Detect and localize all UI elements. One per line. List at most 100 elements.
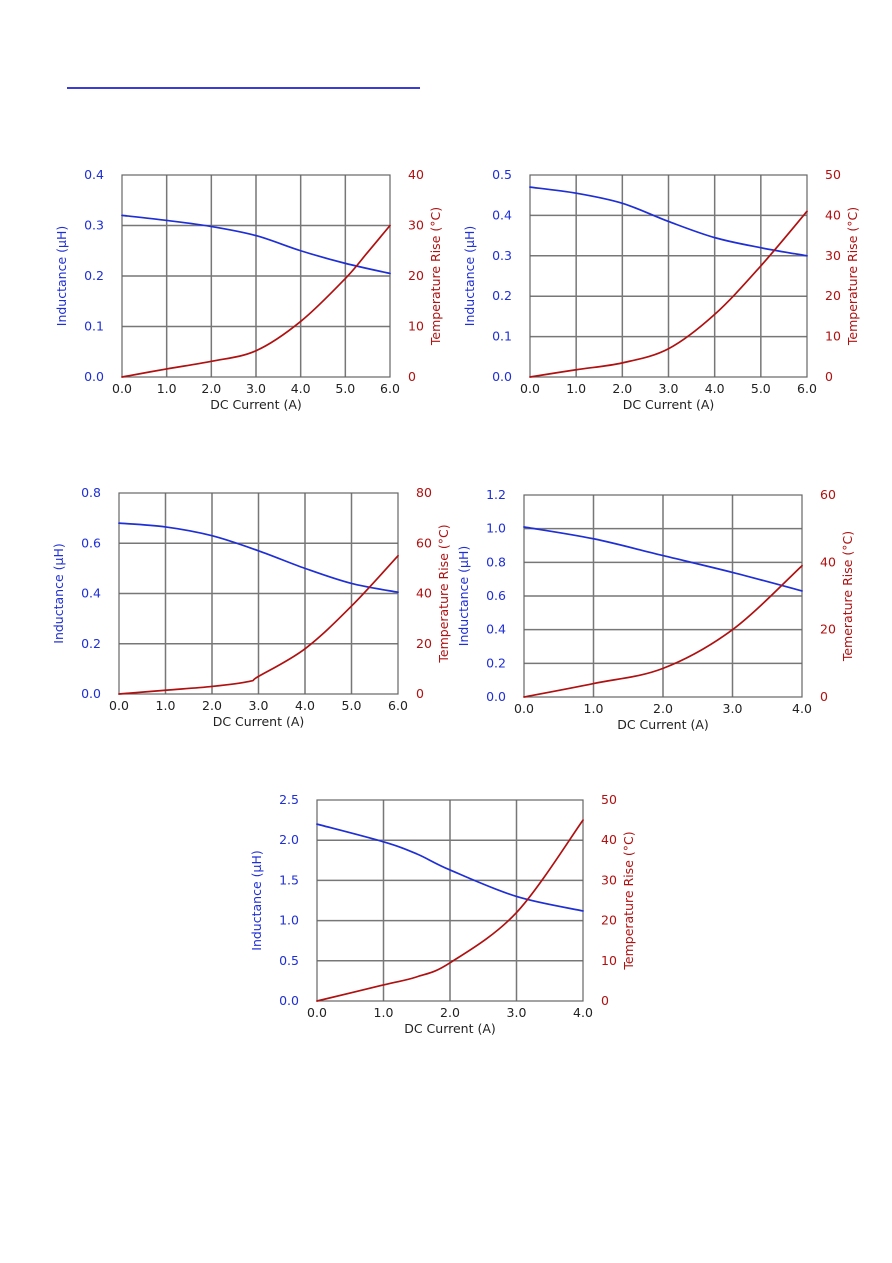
y-tick-label: 0.4	[81, 586, 101, 601]
x-tick-label: 6.0	[380, 381, 400, 396]
x-tick-label: 6.0	[797, 381, 817, 396]
temperature-line	[316, 819, 584, 1002]
y-tick-label: 2.5	[279, 792, 299, 807]
x-tick-label: 0.0	[520, 381, 540, 396]
y-tick-label: 0.2	[486, 655, 506, 670]
y-axis-label: Inductance (μH)	[54, 226, 69, 326]
y2-tick-label: 20	[408, 268, 424, 283]
x-tick-label: 1.0	[157, 381, 177, 396]
chart-1: 0.0 1.0 2.0 3.0 4.0 5.0 6.0 0.0 0.1 0.2 0.3 0.4 0 10 2…	[54, 167, 443, 412]
x-tick-label: 0.0	[514, 701, 534, 716]
chart-4: 0.0 1.0 2.0 3.0 4.0 0.0 0.2 0.4 0.6 0.8 1.0 1.2 0 20 4…	[456, 487, 855, 732]
x-tick-label: 3.0	[246, 381, 266, 396]
x-tick-label: 1.0	[566, 381, 586, 396]
y2-tick-label: 40	[416, 586, 432, 601]
temperature-line	[121, 224, 391, 378]
y2-tick-label: 0	[825, 369, 833, 384]
x-axis-label: DC Current (A)	[617, 717, 709, 732]
x-tick-label: 0.0	[109, 698, 129, 713]
y-tick-label: 1.2	[486, 487, 506, 502]
y2-axis-label: Temperature Rise (°C)	[621, 831, 636, 970]
x-axis-label: DC Current (A)	[210, 397, 302, 412]
y-tick-label: 0.2	[81, 636, 101, 651]
x-tick-label: 3.0	[723, 701, 743, 716]
y-tick-label: 0.4	[84, 167, 104, 182]
x-tick-label: 1.0	[156, 698, 176, 713]
temperature-line	[529, 210, 808, 378]
y2-axis-label: Temerature Rise (°C)	[840, 531, 855, 662]
y2-tick-label: 0	[601, 993, 609, 1008]
y2-tick-label: 0	[820, 689, 828, 704]
y-tick-label: 0.4	[492, 207, 512, 222]
x-tick-label: 5.0	[335, 381, 355, 396]
plot-frame	[118, 492, 399, 695]
y2-tick-label: 40	[408, 167, 424, 182]
y2-tick-label: 50	[601, 792, 617, 807]
y-tick-label: 0.0	[84, 369, 104, 384]
y2-tick-label: 60	[416, 535, 432, 550]
x-tick-label: 2.0	[612, 381, 632, 396]
x-tick-label: 4.0	[291, 381, 311, 396]
x-tick-label: 4.0	[705, 381, 725, 396]
x-tick-label: 3.0	[659, 381, 679, 396]
y2-tick-label: 0	[416, 686, 424, 701]
x-tick-label: 2.0	[440, 1005, 460, 1020]
x-tick-label: 3.0	[507, 1005, 527, 1020]
y2-tick-label: 30	[601, 872, 617, 887]
y2-tick-label: 50	[825, 167, 841, 182]
y-tick-label: 0.5	[492, 167, 512, 182]
y-tick-label: 0.2	[492, 288, 512, 303]
temperature-line	[118, 554, 399, 695]
y-axis-label: Inductance (μH)	[51, 543, 66, 643]
y-tick-label: 1.5	[279, 872, 299, 887]
plot-frame	[316, 799, 584, 1002]
inductance-line	[316, 823, 584, 912]
y2-tick-label: 20	[416, 636, 432, 651]
y-axis-label: Inductance (μH)	[462, 226, 477, 326]
y-tick-label: 0.0	[492, 369, 512, 384]
y2-tick-label: 80	[416, 485, 432, 500]
chart-3: 0.0 1.0 2.0 3.0 4.0 5.0 6.0 0.0 0.2 0.4 0.6 0.8 0 20 4…	[51, 485, 451, 729]
y2-tick-label: 20	[820, 622, 836, 637]
y2-axis-label: Temperature Rise (°C)	[845, 207, 860, 346]
y-tick-label: 0.0	[486, 689, 506, 704]
y-tick-label: 0.1	[492, 329, 512, 344]
y2-tick-label: 40	[825, 207, 841, 222]
inductance-line	[529, 186, 808, 257]
y-tick-label: 0.1	[84, 319, 104, 334]
y2-tick-label: 30	[825, 248, 841, 263]
x-tick-label: 2.0	[201, 381, 221, 396]
x-tick-label: 5.0	[751, 381, 771, 396]
x-tick-label: 0.0	[307, 1005, 327, 1020]
y-tick-label: 2.0	[279, 832, 299, 847]
y2-tick-label: 40	[820, 554, 836, 569]
y-tick-label: 0.6	[486, 588, 506, 603]
y2-tick-label: 60	[820, 487, 836, 502]
y-tick-label: 0.3	[84, 218, 104, 233]
y2-tick-label: 30	[408, 218, 424, 233]
y2-tick-label: 10	[825, 329, 841, 344]
y-tick-label: 1.0	[486, 521, 506, 536]
x-tick-label: 3.0	[249, 698, 269, 713]
y-tick-label: 0.8	[81, 485, 101, 500]
y2-tick-label: 10	[601, 953, 617, 968]
plot-frame	[523, 494, 803, 698]
y2-axis-label: Temperature Rise (°C)	[436, 524, 451, 663]
x-tick-label: 4.0	[573, 1005, 593, 1020]
y2-tick-label: 20	[825, 288, 841, 303]
x-tick-label: 4.0	[792, 701, 812, 716]
x-tick-label: 2.0	[653, 701, 673, 716]
y-tick-label: 1.0	[279, 913, 299, 928]
inductance-line	[118, 522, 399, 594]
x-tick-label: 5.0	[342, 698, 362, 713]
y-tick-label: 0.8	[486, 554, 506, 569]
y-axis-label: Inductance (μH)	[456, 546, 471, 646]
y-tick-label: 0.5	[279, 953, 299, 968]
y-tick-label: 0.2	[84, 268, 104, 283]
inductance-line	[121, 214, 391, 275]
temperature-line	[523, 564, 803, 698]
y-tick-label: 0.6	[81, 535, 101, 550]
y-tick-label: 0.3	[492, 248, 512, 263]
x-tick-label: 1.0	[584, 701, 604, 716]
chart-2: 0.0 1.0 2.0 3.0 4.0 5.0 6.0 0.0 0.1 0.2 0.3 0.4 0.5 0…	[462, 167, 860, 412]
